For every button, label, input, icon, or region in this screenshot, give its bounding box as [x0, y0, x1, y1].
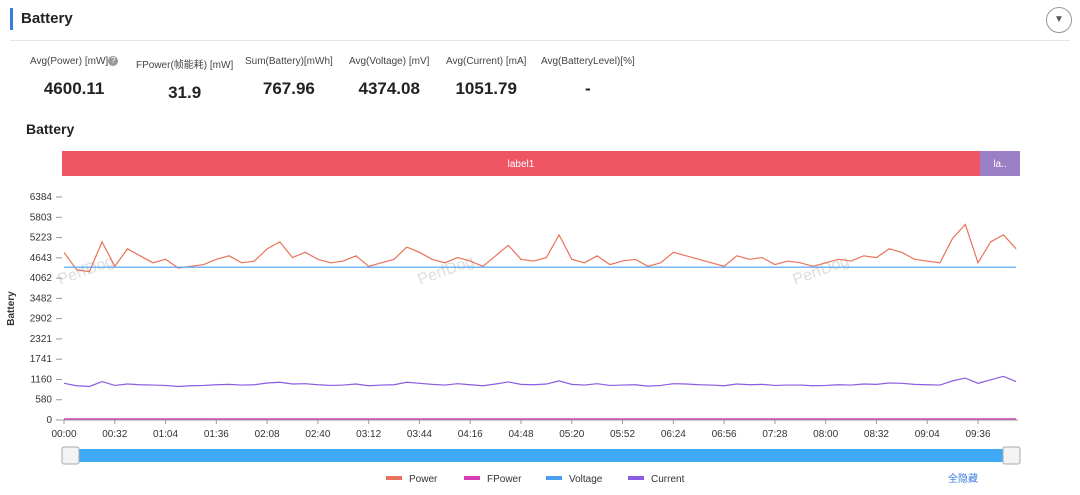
stat-label: FPower(帧能耗) [mW]: [136, 60, 234, 71]
x-tick-label: 06:24: [661, 429, 686, 440]
legend-item[interactable]: Voltage: [546, 474, 603, 485]
band-label: label1: [508, 159, 535, 170]
legend-label: Voltage: [569, 474, 603, 485]
help-icon[interactable]: ?: [108, 56, 119, 67]
x-tick-label: 08:32: [864, 429, 889, 440]
stat-label: Avg(Voltage) [mV]: [349, 56, 430, 67]
legend-label: Current: [651, 474, 685, 485]
panel-title: Battery: [10, 8, 73, 30]
x-tick-label: 02:08: [255, 429, 280, 440]
series-line: [63, 375, 1017, 388]
x-tick-label: 03:44: [407, 429, 432, 440]
stat: Sum(Battery)[mWh] 767.96: [245, 56, 333, 99]
stat: Avg(Current) [mA] 1051.79: [446, 56, 526, 99]
section-title: Battery: [26, 121, 75, 137]
legend-swatch: [464, 476, 480, 480]
x-tick-label: 07:28: [762, 429, 787, 440]
band: [62, 151, 980, 176]
x-tick-label: 09:04: [915, 429, 940, 440]
y-tick-label: 3482: [30, 293, 53, 304]
x-tick-label: 04:16: [458, 429, 483, 440]
legend-swatch: [386, 476, 402, 480]
x-tick-label: 08:00: [813, 429, 838, 440]
y-tick-label: 1741: [30, 354, 53, 365]
stat: Avg(Voltage) [mV] 4374.08: [349, 56, 429, 99]
legend-item[interactable]: Current: [628, 474, 685, 485]
x-tick-label: 03:12: [356, 429, 381, 440]
y-tick-label: 0: [46, 415, 52, 426]
x-tick-label: 02:40: [305, 429, 330, 440]
legend-label: Power: [409, 474, 438, 485]
x-tick-label: 06:56: [712, 429, 737, 440]
slider-handle[interactable]: [61, 446, 80, 465]
stat-value: 4600.11: [43, 79, 105, 98]
legend-item[interactable]: Power: [386, 474, 438, 485]
y-tick-label: 4643: [30, 253, 53, 264]
stat-value: 31.9: [168, 83, 202, 102]
collapse-button[interactable]: ▼: [1046, 7, 1072, 33]
x-tick-label: 01:04: [153, 429, 178, 440]
hide-all-link[interactable]: 全隐藏: [948, 472, 978, 485]
x-tick-label: 00:00: [51, 429, 76, 440]
y-axis-label: Battery: [6, 291, 17, 326]
legend-label: FPower: [487, 474, 522, 485]
stat-label: Avg(Current) [mA]: [446, 56, 527, 67]
watermark: PerfDog: [416, 253, 477, 289]
y-tick-label: 6384: [30, 192, 53, 203]
y-tick-label: 1160: [30, 374, 52, 385]
x-tick-label: 04:48: [508, 429, 533, 440]
y-tick-label: 580: [35, 395, 52, 406]
y-tick-label: 2321: [30, 334, 53, 345]
legend-swatch: [628, 476, 644, 480]
band-label: la..: [993, 159, 1006, 170]
slider-handle[interactable]: [1002, 446, 1021, 465]
legend-swatch: [546, 476, 562, 480]
x-tick-label: 00:32: [102, 429, 127, 440]
series-line: [63, 223, 1017, 273]
stat-value: 767.96: [262, 79, 315, 98]
y-tick-label: 5223: [30, 233, 53, 244]
stat-label: Sum(Battery)[mWh]: [245, 56, 333, 67]
x-tick-label: 09:36: [965, 429, 990, 440]
stat-value: -: [585, 79, 591, 98]
watermark: PerfDog: [791, 253, 852, 289]
legend-item[interactable]: FPower: [464, 474, 522, 485]
stat: FPower(帧能耗) [mW] 31.9: [136, 56, 233, 103]
y-tick-label: 4062: [30, 273, 53, 284]
x-tick-label: 01:36: [204, 429, 229, 440]
stat-value: 1051.79: [455, 79, 517, 98]
stat: Avg(Power) [mW]? 4600.11: [30, 56, 119, 99]
stat: Avg(BatteryLevel)[%] -: [541, 56, 635, 99]
stat-label: Avg(Power) [mW]?: [30, 56, 119, 67]
band: [980, 151, 1020, 176]
x-tick-label: 05:52: [610, 429, 635, 440]
y-tick-label: 2902: [30, 314, 53, 325]
slider-track: [62, 449, 1020, 462]
y-tick-label: 5803: [30, 212, 53, 223]
stat-label: Avg(BatteryLevel)[%]: [541, 56, 635, 67]
stat-value: 4374.08: [358, 79, 420, 98]
divider: [10, 40, 1070, 41]
x-tick-label: 05:20: [559, 429, 584, 440]
